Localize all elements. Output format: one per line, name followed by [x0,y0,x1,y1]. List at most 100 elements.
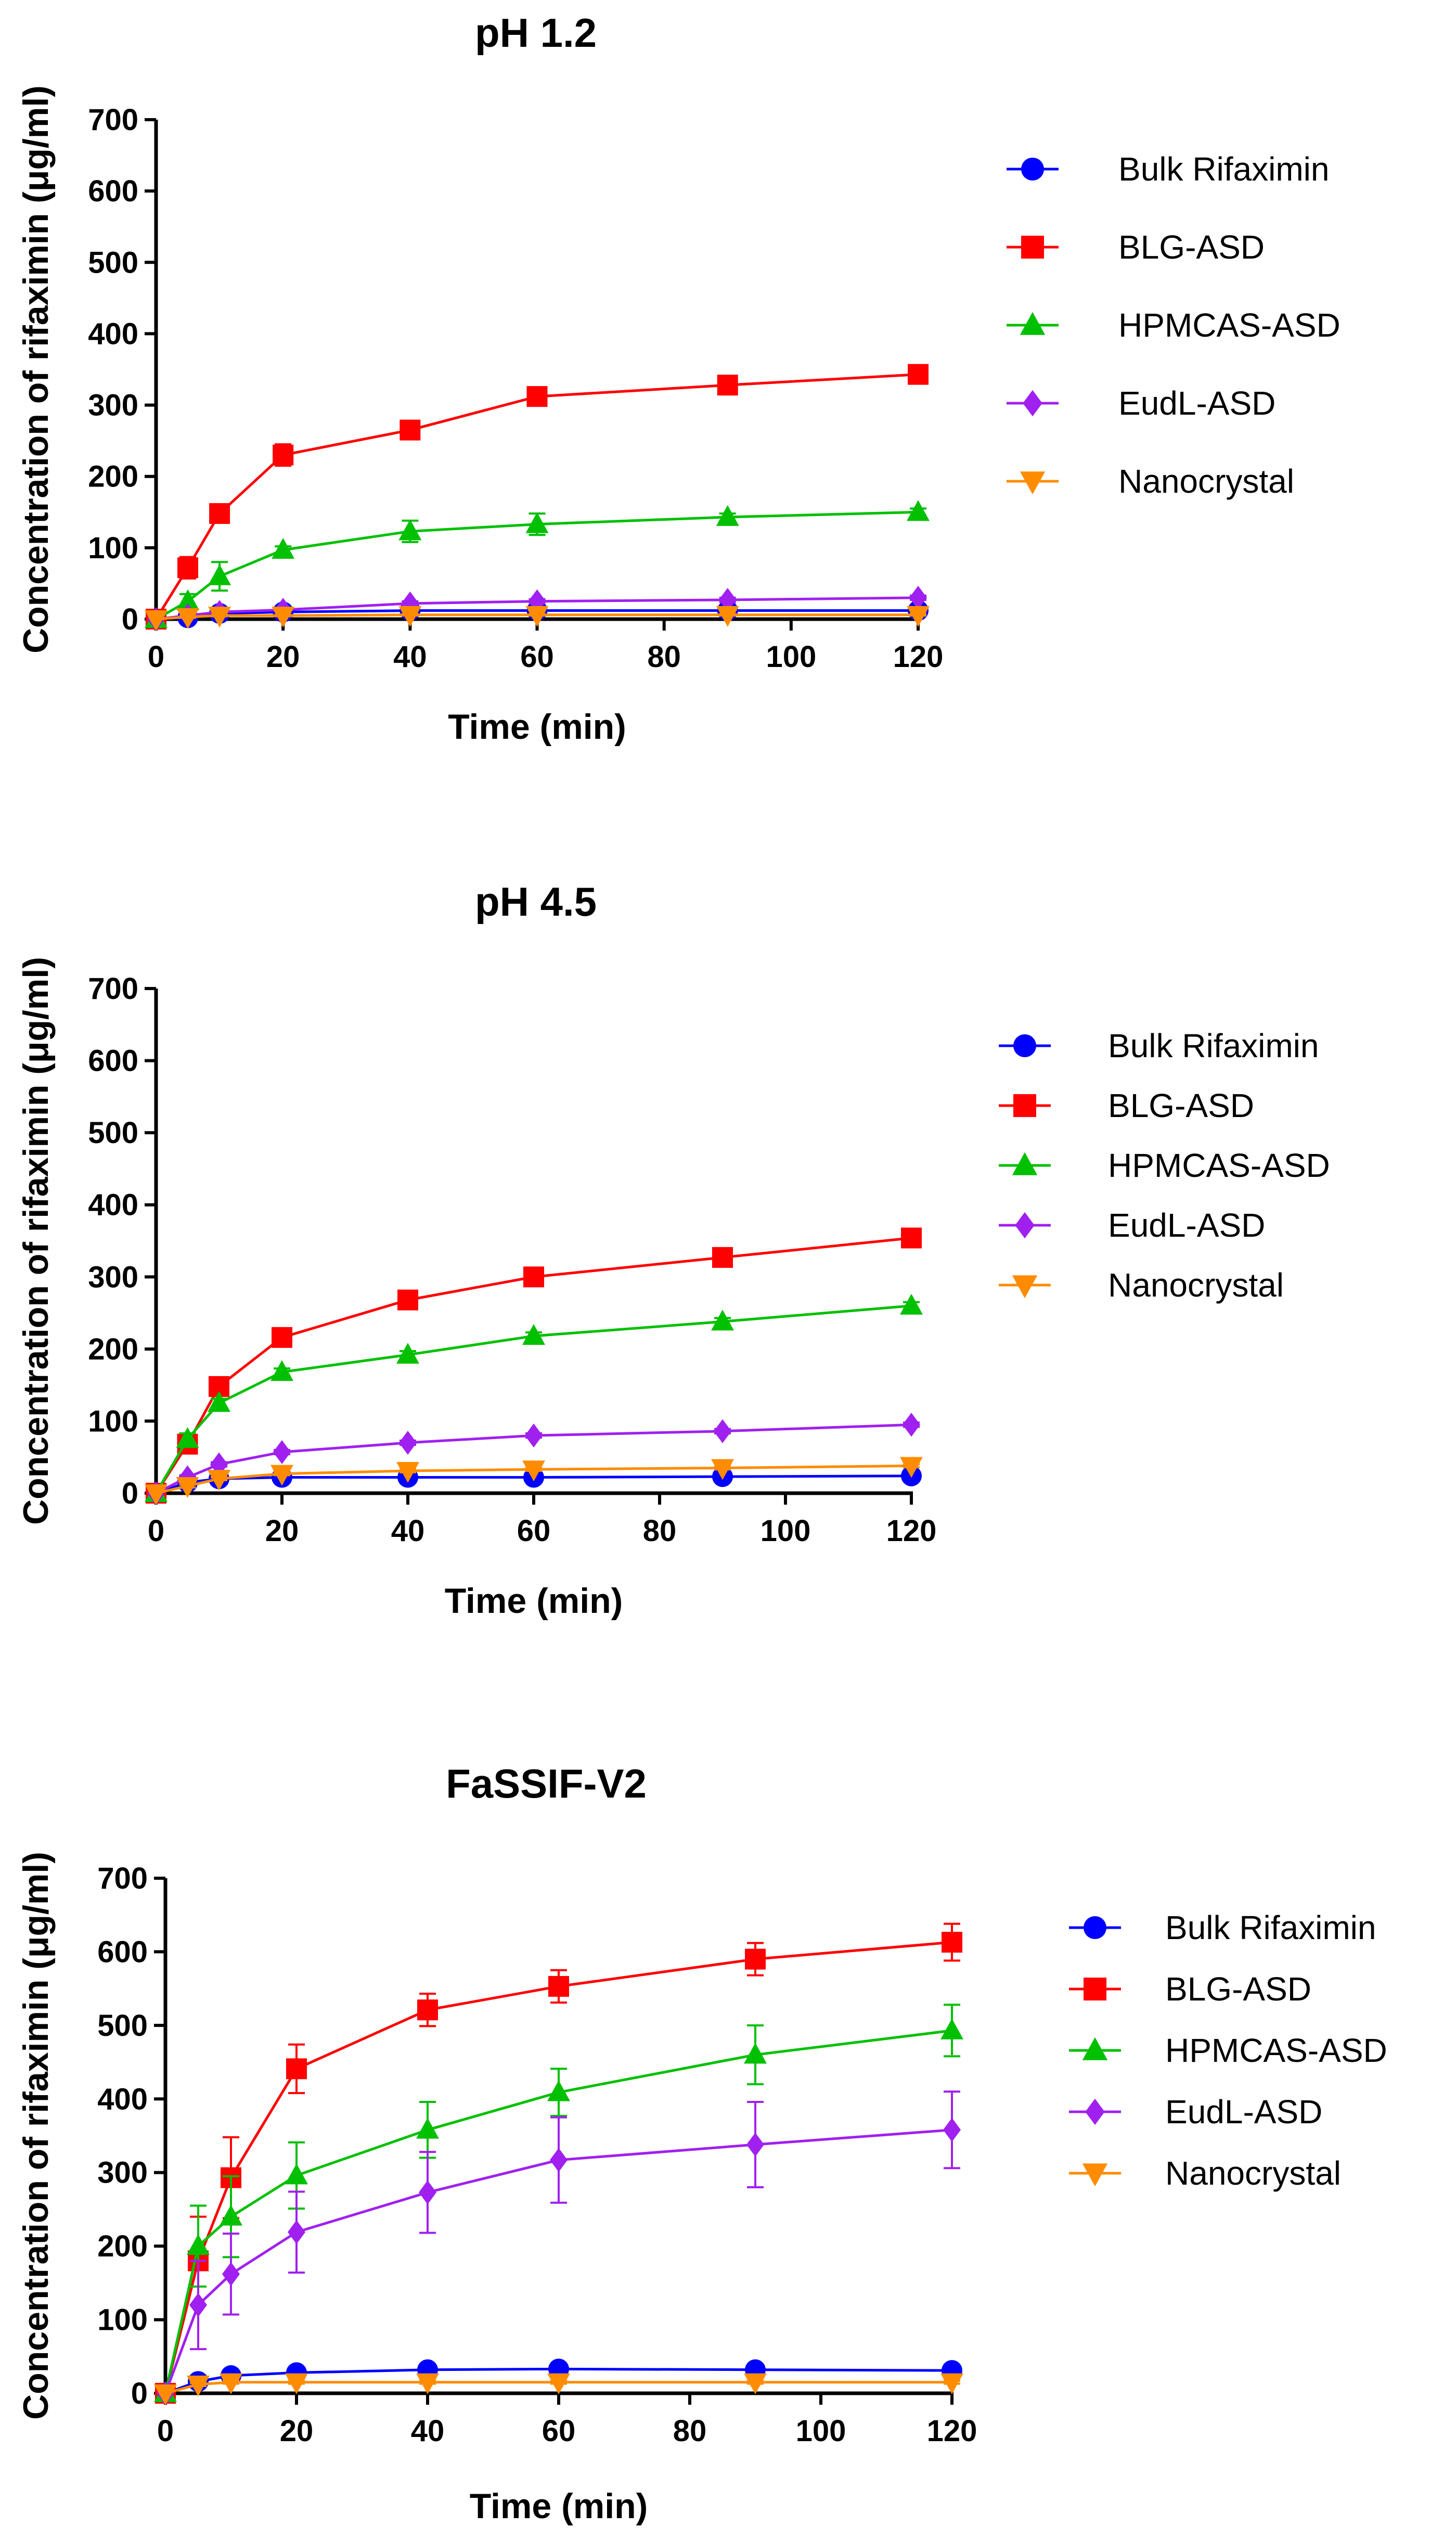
data-point [416,2118,439,2139]
y-tick-label: 700 [97,1862,148,1895]
series-eudl-asd [157,2090,961,2405]
x-tick-label: 100 [761,1514,811,1548]
data-point [176,1427,199,1448]
data-point [711,1310,734,1331]
data-point [419,2180,436,2204]
legend-marker [1012,1152,1038,1175]
legend-label: Nanocrystal [1118,463,1294,500]
data-point [744,2043,767,2064]
y-tick-label: 0 [122,602,138,636]
data-point [220,2204,242,2226]
x-tick-label: 80 [673,2414,707,2448]
legend-label: HPMCAS-ASD [1165,2032,1387,2069]
data-point [187,2234,210,2255]
data-point [417,1999,438,2021]
data-point [526,386,548,407]
series-eudl-asd [147,1413,920,1505]
x-tick-label: 40 [411,2414,445,2448]
data-point [908,364,929,385]
series-line [164,2128,952,2394]
legend-marker [1012,1275,1038,1299]
y-axis-label: Concentration of rifaximin (μg/ml) [16,85,56,653]
x-tick-label: 60 [517,1514,551,1548]
x-tick-label: 0 [157,2414,174,2448]
series-nanocrystal [145,606,930,631]
y-tick-label: 600 [97,1935,148,1969]
chart-panel-1: pH 1.2 0 100 200 300 400 500 600 700 0 20 40 60 80 100… [16,10,1341,747]
x-tick-label: 60 [542,2414,576,2448]
y-tick-label: 200 [88,460,138,494]
y-tick-label: 600 [88,174,138,208]
data-point [547,2080,570,2101]
legend-marker [1082,2037,1108,2060]
x-tick-label: 40 [393,640,427,674]
x-tick-label: 80 [643,1514,677,1548]
data-point [716,505,739,526]
data-point [208,607,231,628]
x-tick-label: 40 [391,1514,425,1548]
data-point [272,607,295,628]
y-tick-label: 400 [88,1188,138,1222]
x-tick-label: 0 [148,640,164,674]
y-axis-label: Concentration of rifaximin (μg/ml) [16,1852,56,2420]
chart-title: pH 1.2 [475,10,597,56]
legend-marker [1020,312,1046,335]
legend-label: HPMCAS-ASD [1118,306,1341,344]
data-point [396,1342,419,1364]
x-tick-label: 120 [927,2414,977,2448]
data-point [548,1975,569,1997]
y-tick-label: 300 [97,2156,148,2190]
data-point [525,606,549,627]
data-point [272,537,295,559]
legend-label: Bulk Rifaximin [1108,1027,1319,1064]
data-point [220,2373,242,2394]
x-tick-label: 80 [647,640,681,674]
data-point [942,1932,962,1953]
legend-marker [1085,2098,1105,2125]
y-tick-label: 400 [97,2082,148,2116]
y-tick-label: 500 [97,2009,148,2043]
data-point [940,2018,963,2039]
data-point [714,1419,731,1443]
legend-marker [1021,158,1044,181]
x-axis-label: Time (min) [445,1581,623,1621]
data-point [940,2373,963,2394]
chart-panel-3: FaSSIF-V2 0 100 200 300 400 500 600 700 0 20 40 60 80… [16,1761,1387,2526]
legend: Bulk Rifaximin BLG-ASD HPMCAS-ASD EudL-ASD N… [1007,150,1341,500]
y-tick-label: 700 [88,103,138,137]
data-point [272,1327,292,1348]
data-point [903,1413,920,1437]
data-point [717,375,738,396]
legend-marker [1015,1212,1035,1239]
y-tick-label: 300 [88,1260,138,1294]
data-point [176,589,200,610]
data-point [208,1391,230,1412]
legend-marker [1023,390,1042,417]
series-nanocrystal [145,1457,923,1505]
data-point [416,2373,439,2394]
data-point [712,1247,733,1268]
chart-title: pH 4.5 [475,879,597,925]
data-point [145,1484,167,1505]
data-point [398,519,422,541]
series-line [164,2029,952,2394]
legend-label: Nanocrystal [1108,1266,1284,1304]
y-tick-label: 0 [131,2377,148,2410]
legend-label: EudL-ASD [1118,384,1275,422]
y-tick-label: 400 [88,317,138,351]
data-point [285,2373,308,2394]
data-point [522,1324,545,1345]
legend-label: BLG-ASD [1118,228,1265,266]
data-point [176,608,200,629]
data-point [288,2220,305,2244]
data-point [145,610,167,631]
data-point [189,2293,207,2317]
x-tick-label: 20 [280,2414,314,2448]
data-point [907,606,930,627]
y-tick-label: 300 [88,389,138,422]
x-tick-label: 120 [886,1514,937,1548]
legend: Bulk Rifaximin BLG-ASD HPMCAS-ASD EudL-ASD N… [1069,1909,1387,2192]
data-point [222,2262,240,2286]
y-tick-label: 200 [88,1332,138,1366]
data-point [718,587,737,612]
